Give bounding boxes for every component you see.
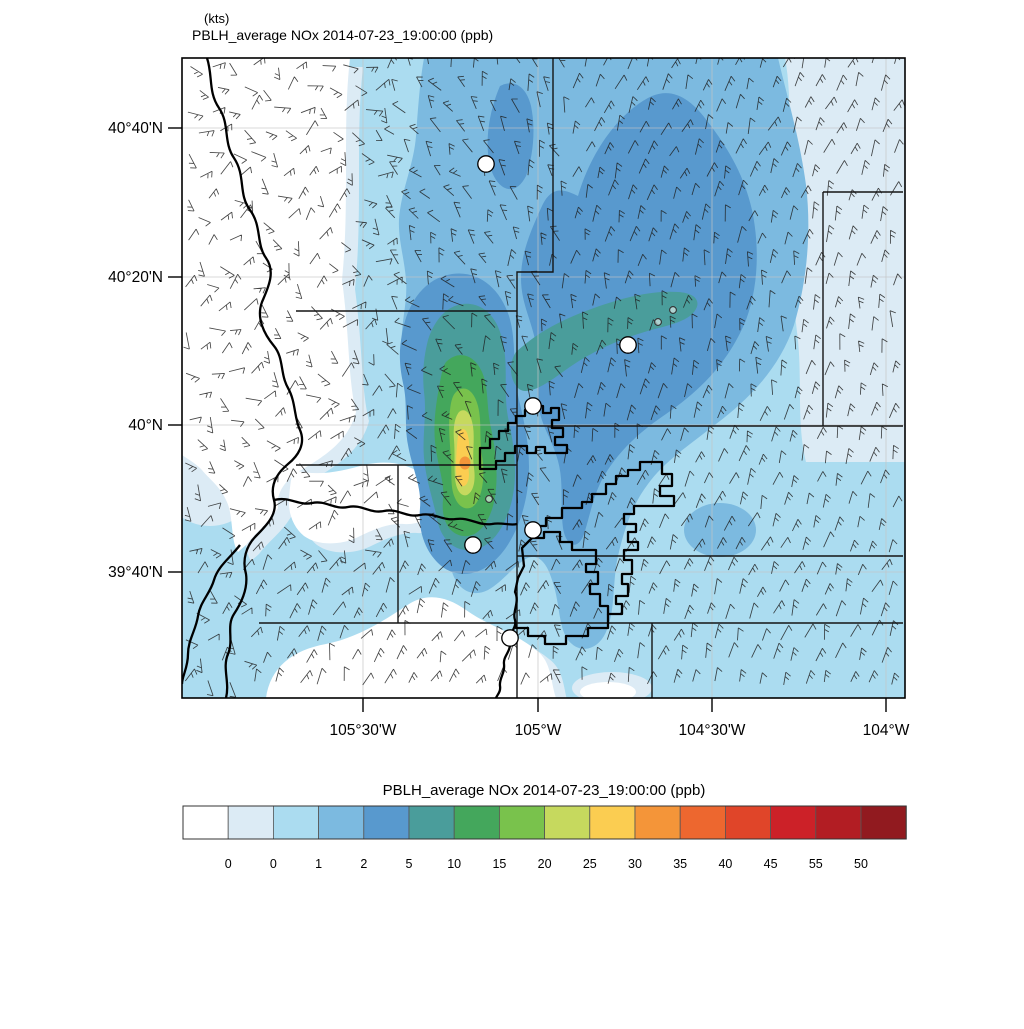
- fill-white-blob-bottom: [580, 682, 636, 698]
- plot-title: PBLH_average NOx 2014-07-23_19:00:00 (pp…: [192, 27, 493, 43]
- small-site-marker: [654, 318, 662, 326]
- colorbar-cell: [589, 805, 636, 840]
- colorbar-cell: [860, 805, 907, 840]
- fill-contour-2-5-top-spike: [487, 83, 534, 190]
- denver-city-boundary: [478, 404, 569, 471]
- colorbar-cell: [363, 805, 410, 840]
- lon-tick-label: 105°W: [515, 722, 562, 739]
- wind-units-label: (kts): [204, 11, 229, 26]
- fill-contour-30-35: [459, 456, 471, 470]
- map-frame: [181, 57, 906, 699]
- wind-barbs-layer: [183, 58, 905, 698]
- aurora-south-tail-boundary: [513, 614, 610, 646]
- colorbar-tick-label: 45: [764, 857, 778, 871]
- mountain-east-boundary: [273, 497, 518, 526]
- colorbar-tick-label: 20: [538, 857, 552, 871]
- south-wiggly-boundary: [494, 537, 533, 698]
- county-lines-layer: [259, 58, 903, 698]
- divide-boundary-fork: [182, 544, 241, 685]
- lon-tick-label: 104°W: [863, 722, 910, 739]
- graticule-layer: [182, 58, 905, 698]
- colorbar-outline: [182, 805, 907, 840]
- colorbar-cell: [634, 805, 681, 840]
- lat-tick-label: 39°40'N: [108, 564, 163, 581]
- colorbar-cell: [770, 805, 817, 840]
- map-area: [182, 58, 905, 698]
- colorbar: 0 0 1 2 5 10 15 20 25 30 35 40 45 55 50: [182, 805, 907, 871]
- colorbar-cell: [408, 805, 455, 840]
- colorbar-cell: [498, 805, 545, 840]
- county-line: [516, 58, 554, 698]
- colorbar-cell: [453, 805, 500, 840]
- colorbar-cell: [679, 805, 726, 840]
- lat-tick-label: 40°N: [128, 417, 163, 434]
- colorbar-tick-label: 2: [360, 857, 367, 871]
- county-line: [822, 191, 903, 426]
- lon-tick-label: 105°30'W: [330, 722, 397, 739]
- city-marker: [524, 397, 542, 415]
- colorbar-tick-label: 5: [406, 857, 413, 871]
- city-marker: [501, 629, 519, 647]
- colorbar-cell: [318, 805, 365, 840]
- city-marker: [464, 536, 482, 554]
- colorbar-tick-label: 35: [673, 857, 687, 871]
- lon-tick-label: 104°30'W: [679, 722, 746, 739]
- fill-contour-1-2-blob-east: [684, 503, 756, 557]
- colorbar-tick-label: 50: [854, 857, 868, 871]
- axes-layer: 40°40'N 40°20'N 40°N 39°40'N 105°30'W 105°W 10…: [108, 120, 910, 739]
- colorbar-cell: [815, 805, 862, 840]
- small-site-marker: [485, 495, 493, 503]
- colorbar-title: PBLH_average NOx 2014-07-23_19:00:00 (pp…: [383, 782, 706, 799]
- city-marker: [477, 155, 495, 173]
- colorbar-tick-label: 25: [583, 857, 597, 871]
- colorbar-cell: [272, 805, 319, 840]
- fill-white-west: [182, 58, 356, 552]
- colorbar-tick-label: 0: [270, 857, 277, 871]
- lat-tick-label: 40°40'N: [108, 120, 163, 137]
- city-marker: [619, 336, 637, 354]
- fill-pale-right-column: [785, 58, 905, 462]
- colorbar-tick-label: 15: [492, 857, 506, 871]
- colorbar-cell: [182, 805, 229, 840]
- colorbar-tick-label: 40: [718, 857, 732, 871]
- colorbar-tick-label: 1: [315, 857, 322, 871]
- colorbar-tick-label: 30: [628, 857, 642, 871]
- lat-tick-label: 40°20'N: [108, 269, 163, 286]
- colorbar-tick-label: 10: [447, 857, 461, 871]
- colorbar-cell: [544, 805, 591, 840]
- city-markers-layer: [464, 155, 677, 647]
- small-site-marker: [669, 306, 677, 314]
- divide-boundary: [205, 58, 304, 698]
- city-marker: [524, 521, 542, 539]
- colorbar-tick-label: 0: [225, 857, 232, 871]
- colorbar-cell: [227, 805, 274, 840]
- colorbar-cell: [725, 805, 772, 840]
- colorbar-tick-label: 55: [809, 857, 823, 871]
- thick-boundaries-layer: [182, 58, 676, 698]
